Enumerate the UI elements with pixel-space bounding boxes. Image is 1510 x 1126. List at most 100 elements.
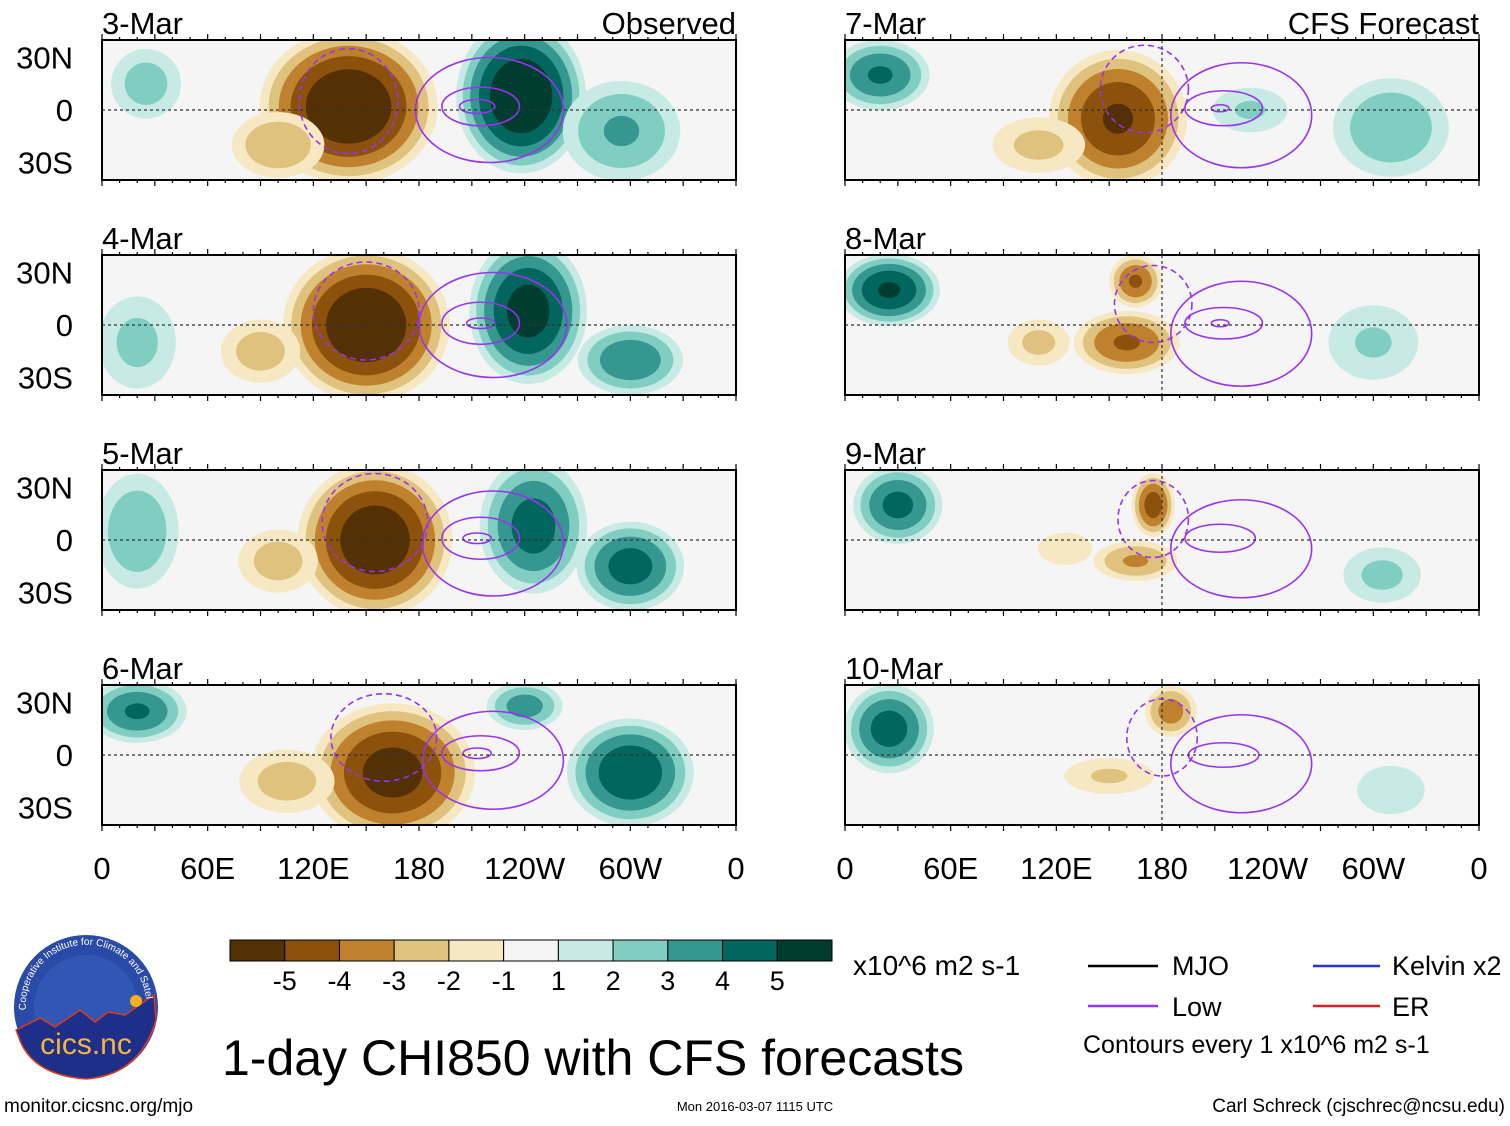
anomaly-3-level-5 — [506, 284, 550, 338]
map-panel-6-Mar: 6-Mar 30N 0 30S — [16, 651, 737, 831]
column-header-forecast: CFS Forecast — [1288, 6, 1480, 41]
low-contour-solid — [1210, 318, 1230, 328]
low-contour-dashed — [1117, 479, 1190, 559]
footer-author: Carl Schreck (cjschrec@ncsu.edu) — [1212, 1096, 1505, 1117]
colorbar-tick-label: -4 — [327, 966, 351, 996]
panel-date: 5-Mar — [102, 436, 183, 471]
legend-label-mjo: MJO — [1172, 951, 1229, 981]
low-contour-solid — [441, 86, 521, 127]
map-panel-5-Mar: 5-Mar 30N 0 30S — [16, 436, 737, 616]
anomaly-2-level--2 — [253, 541, 303, 581]
footer-timestamp: Mon 2016-03-07 1115 UTC — [677, 1099, 833, 1114]
longitude-axes: 0 60E 120E 180 120W 60W 0 0 60E 120E 180 120W 60W 0 — [93, 851, 1487, 886]
legend-label-kelvin: Kelvin x2 — [1392, 951, 1502, 981]
lat-tick-label: 30N — [16, 686, 73, 721]
colorbar-swatch — [229, 939, 286, 962]
anomaly-4-level-2 — [1355, 327, 1392, 358]
figure-title: 1-day CHI850 with CFS forecasts — [222, 1030, 964, 1086]
lon-tick-label: 180 — [1136, 851, 1188, 886]
column-header-observed: Observed — [602, 6, 736, 41]
lat-tick-label: 30N — [16, 41, 73, 76]
anomaly-0-level-2 — [124, 62, 168, 106]
colorbar-tick-label: -3 — [382, 966, 406, 996]
map-panel-8-Mar: 8-Mar — [844, 221, 1480, 401]
lon-tick-label: 120E — [277, 851, 349, 886]
lat-tick-label: 30N — [16, 471, 73, 506]
colorbar-swatch — [776, 939, 833, 962]
lon-tick-label: 60W — [1341, 851, 1405, 886]
colorbar-tick-label: 5 — [770, 966, 785, 996]
anomaly-3-level-2 — [1234, 100, 1266, 120]
anomaly-3-level-3 — [506, 694, 543, 718]
low-contour-solid — [1184, 89, 1264, 127]
panel-date: 3-Mar — [102, 6, 183, 41]
colorbar-tick-label: -1 — [492, 966, 516, 996]
low-contour-solid — [465, 317, 496, 330]
anomaly-3-level-6 — [508, 80, 534, 112]
legend: MJO Kelvin x2 Low ER Contours every 1 x1… — [1083, 951, 1502, 1059]
low-contour-dashed — [312, 261, 420, 361]
low-contour-dashed — [1099, 44, 1190, 134]
low-contour-dashed — [1113, 264, 1193, 344]
anomaly-4-level-2 — [1350, 92, 1432, 163]
anomaly-1-level--4 — [1144, 491, 1162, 519]
low-contour-solid — [441, 516, 521, 561]
low-contour-solid — [441, 734, 521, 772]
lat-tick-label: 0 — [56, 523, 73, 558]
lat-tick-label: 30S — [18, 576, 73, 611]
colorbar-tick-label: 4 — [715, 966, 730, 996]
panel-date: 8-Mar — [845, 221, 926, 256]
lon-tick-label: 0 — [727, 851, 744, 886]
lat-tick-label: 0 — [56, 738, 73, 773]
lon-tick-label: 60E — [180, 851, 235, 886]
low-contour-dashed — [321, 472, 429, 573]
low-contour-solid — [462, 747, 493, 760]
anomaly-1-level--4 — [1128, 274, 1143, 288]
colorbar: -5 -4 -3 -2 -1 1 2 3 4 5 — [229, 939, 833, 996]
lat-tick-label: 30S — [18, 361, 73, 396]
low-contour-solid — [462, 532, 493, 545]
anomaly-0-level-4 — [870, 710, 908, 747]
colorbar-swatch — [338, 939, 395, 962]
lon-tick-label: 120W — [1227, 851, 1309, 886]
colorbar-swatch — [667, 939, 724, 962]
anomaly-4-level-4 — [608, 548, 653, 585]
anomaly-2-level--2 — [1013, 130, 1064, 160]
anomaly-0-level-4 — [124, 703, 150, 720]
anomaly-4-level-3 — [603, 115, 640, 147]
anomaly-0-level-4 — [882, 491, 914, 519]
logo-text: cics.nc — [40, 1028, 132, 1061]
lat-tick-label: 0 — [56, 308, 73, 343]
lon-tick-label: 0 — [836, 851, 853, 886]
anomaly-2-level--2 — [236, 331, 285, 371]
low-contour-solid — [1184, 523, 1257, 554]
colorbar-swatch — [503, 939, 559, 962]
panel-date: 6-Mar — [102, 651, 183, 686]
anomaly-4-level-2 — [1361, 560, 1403, 590]
colorbar-tick-label: -5 — [273, 966, 297, 996]
colorbar-swatch — [557, 939, 614, 962]
map-panel-4-Mar: 4-Mar 30N 0 30S — [16, 221, 737, 401]
anomaly-0-level-4 — [867, 66, 893, 84]
anomaly-1-level--5 — [362, 747, 423, 798]
anomaly-3-level-1 — [1357, 765, 1425, 815]
lon-tick-label: 60W — [598, 851, 662, 886]
lat-tick-label: 0 — [56, 93, 73, 128]
footer-url[interactable]: monitor.cicsnc.org/mjo — [4, 1096, 193, 1117]
colorbar-tick-label: 2 — [606, 966, 621, 996]
panel-date: 4-Mar — [102, 221, 183, 256]
low-contour-solid — [441, 301, 521, 346]
lon-tick-label: 0 — [93, 851, 110, 886]
low-contour-solid — [1170, 713, 1313, 814]
anomaly-0-level-2 — [116, 317, 158, 368]
anomaly-1-level--6 — [331, 91, 367, 122]
colorbar-swatch — [393, 939, 450, 962]
anomaly-4-level-3 — [599, 339, 661, 381]
map-panel-10-Mar: 10-Mar — [844, 651, 1480, 831]
anomaly-2-level--2 — [1090, 768, 1128, 784]
colorbar-swatch — [284, 939, 340, 962]
low-contour-solid — [1184, 306, 1264, 340]
low-contour-solid — [421, 710, 565, 811]
colorbar-swatch — [722, 939, 778, 962]
